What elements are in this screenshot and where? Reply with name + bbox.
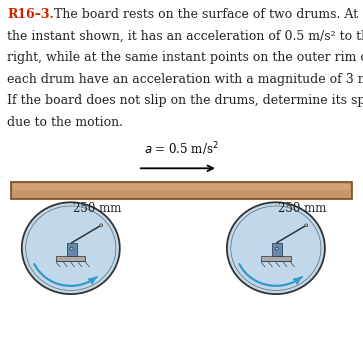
Bar (56, 256, 86, 260)
Circle shape (70, 248, 73, 250)
Text: The board rests on the surface of two drums. At: The board rests on the surface of two dr… (42, 8, 358, 21)
Circle shape (100, 224, 103, 227)
Bar (261, 256, 290, 260)
Text: $a$ = 0.5 m/s$^2$: $a$ = 0.5 m/s$^2$ (144, 140, 219, 158)
Circle shape (276, 248, 278, 250)
Text: due to the motion.: due to the motion. (7, 116, 123, 129)
Bar (67, 243, 77, 256)
Text: the instant shown, it has an acceleration of 0.5 m/s² to the: the instant shown, it has an acceleratio… (7, 30, 363, 43)
Circle shape (26, 206, 116, 290)
Bar (272, 243, 282, 256)
Text: right, while at the same instant points on the outer rim of: right, while at the same instant points … (7, 51, 363, 64)
Circle shape (231, 206, 321, 290)
Text: 250 mm: 250 mm (278, 202, 327, 215)
Text: R16–3.: R16–3. (7, 8, 54, 21)
Bar (13, 184, 350, 190)
Text: 250 mm: 250 mm (73, 202, 122, 215)
Text: If the board does not slip on the drums, determine its speed: If the board does not slip on the drums,… (7, 94, 363, 107)
Bar (11, 182, 352, 199)
Circle shape (305, 224, 308, 227)
Circle shape (22, 202, 120, 294)
Text: each drum have an acceleration with a magnitude of 3 m/s².: each drum have an acceleration with a ma… (7, 73, 363, 86)
Circle shape (227, 202, 325, 294)
